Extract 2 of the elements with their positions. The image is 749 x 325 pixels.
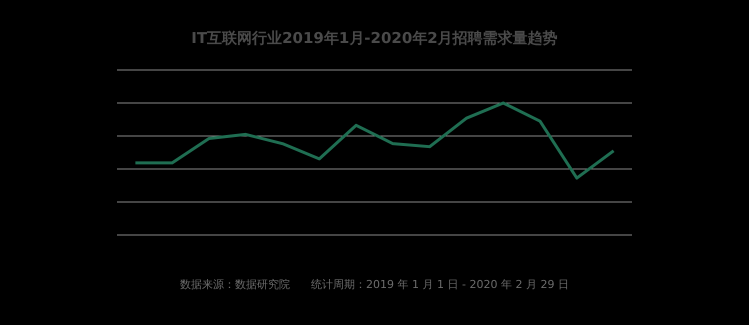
source-note: 数据来源：数据研究院 统计周期：2019 年 1 月 1 日 - 2020 年 2 月 29 日 bbox=[180, 278, 569, 291]
chart-title: IT互联网行业2019年1月-2020年2月招聘需求量趋势 bbox=[191, 28, 558, 47]
